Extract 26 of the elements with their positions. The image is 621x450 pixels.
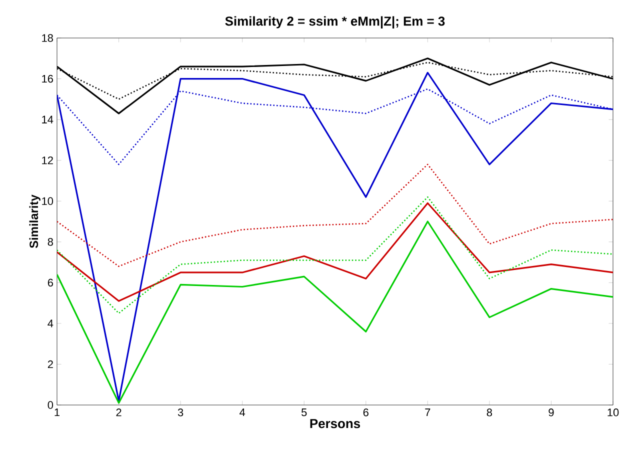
y-tick-label: 18 [42,34,53,42]
x-tick-label: 3 [178,408,184,416]
y-tick-label: 6 [48,278,53,287]
chart-title: Similarity 2 = ssim * eMm|Z|; Em = 3 [225,16,445,28]
x-axis-title: Persons [310,419,360,428]
y-tick-label: 14 [42,116,54,124]
line-series [57,164,613,268]
x-tick-label: 8 [486,408,492,416]
y-tick-label: 10 [42,197,54,205]
x-tick-label: 10 [608,408,619,416]
x-tick-label: 2 [116,408,122,416]
y-tick-label: 16 [42,74,53,83]
line-series [57,202,613,302]
y-axis-title: Similarity [29,194,40,248]
y-tick-label: 0 [48,401,54,409]
x-tick-label: 4 [240,408,246,416]
x-tick-label: 7 [425,408,430,416]
y-tick-label: 8 [48,238,53,246]
y-tick-label: 4 [48,320,54,328]
x-tick-label: 9 [548,408,554,416]
x-tick-label: 1 [54,408,60,416]
x-tick-label: 5 [302,408,307,416]
line-series [57,220,613,404]
y-tick-label: 2 [48,360,53,368]
x-tick-label: 6 [363,408,368,416]
y-tick-label: 12 [42,156,53,164]
